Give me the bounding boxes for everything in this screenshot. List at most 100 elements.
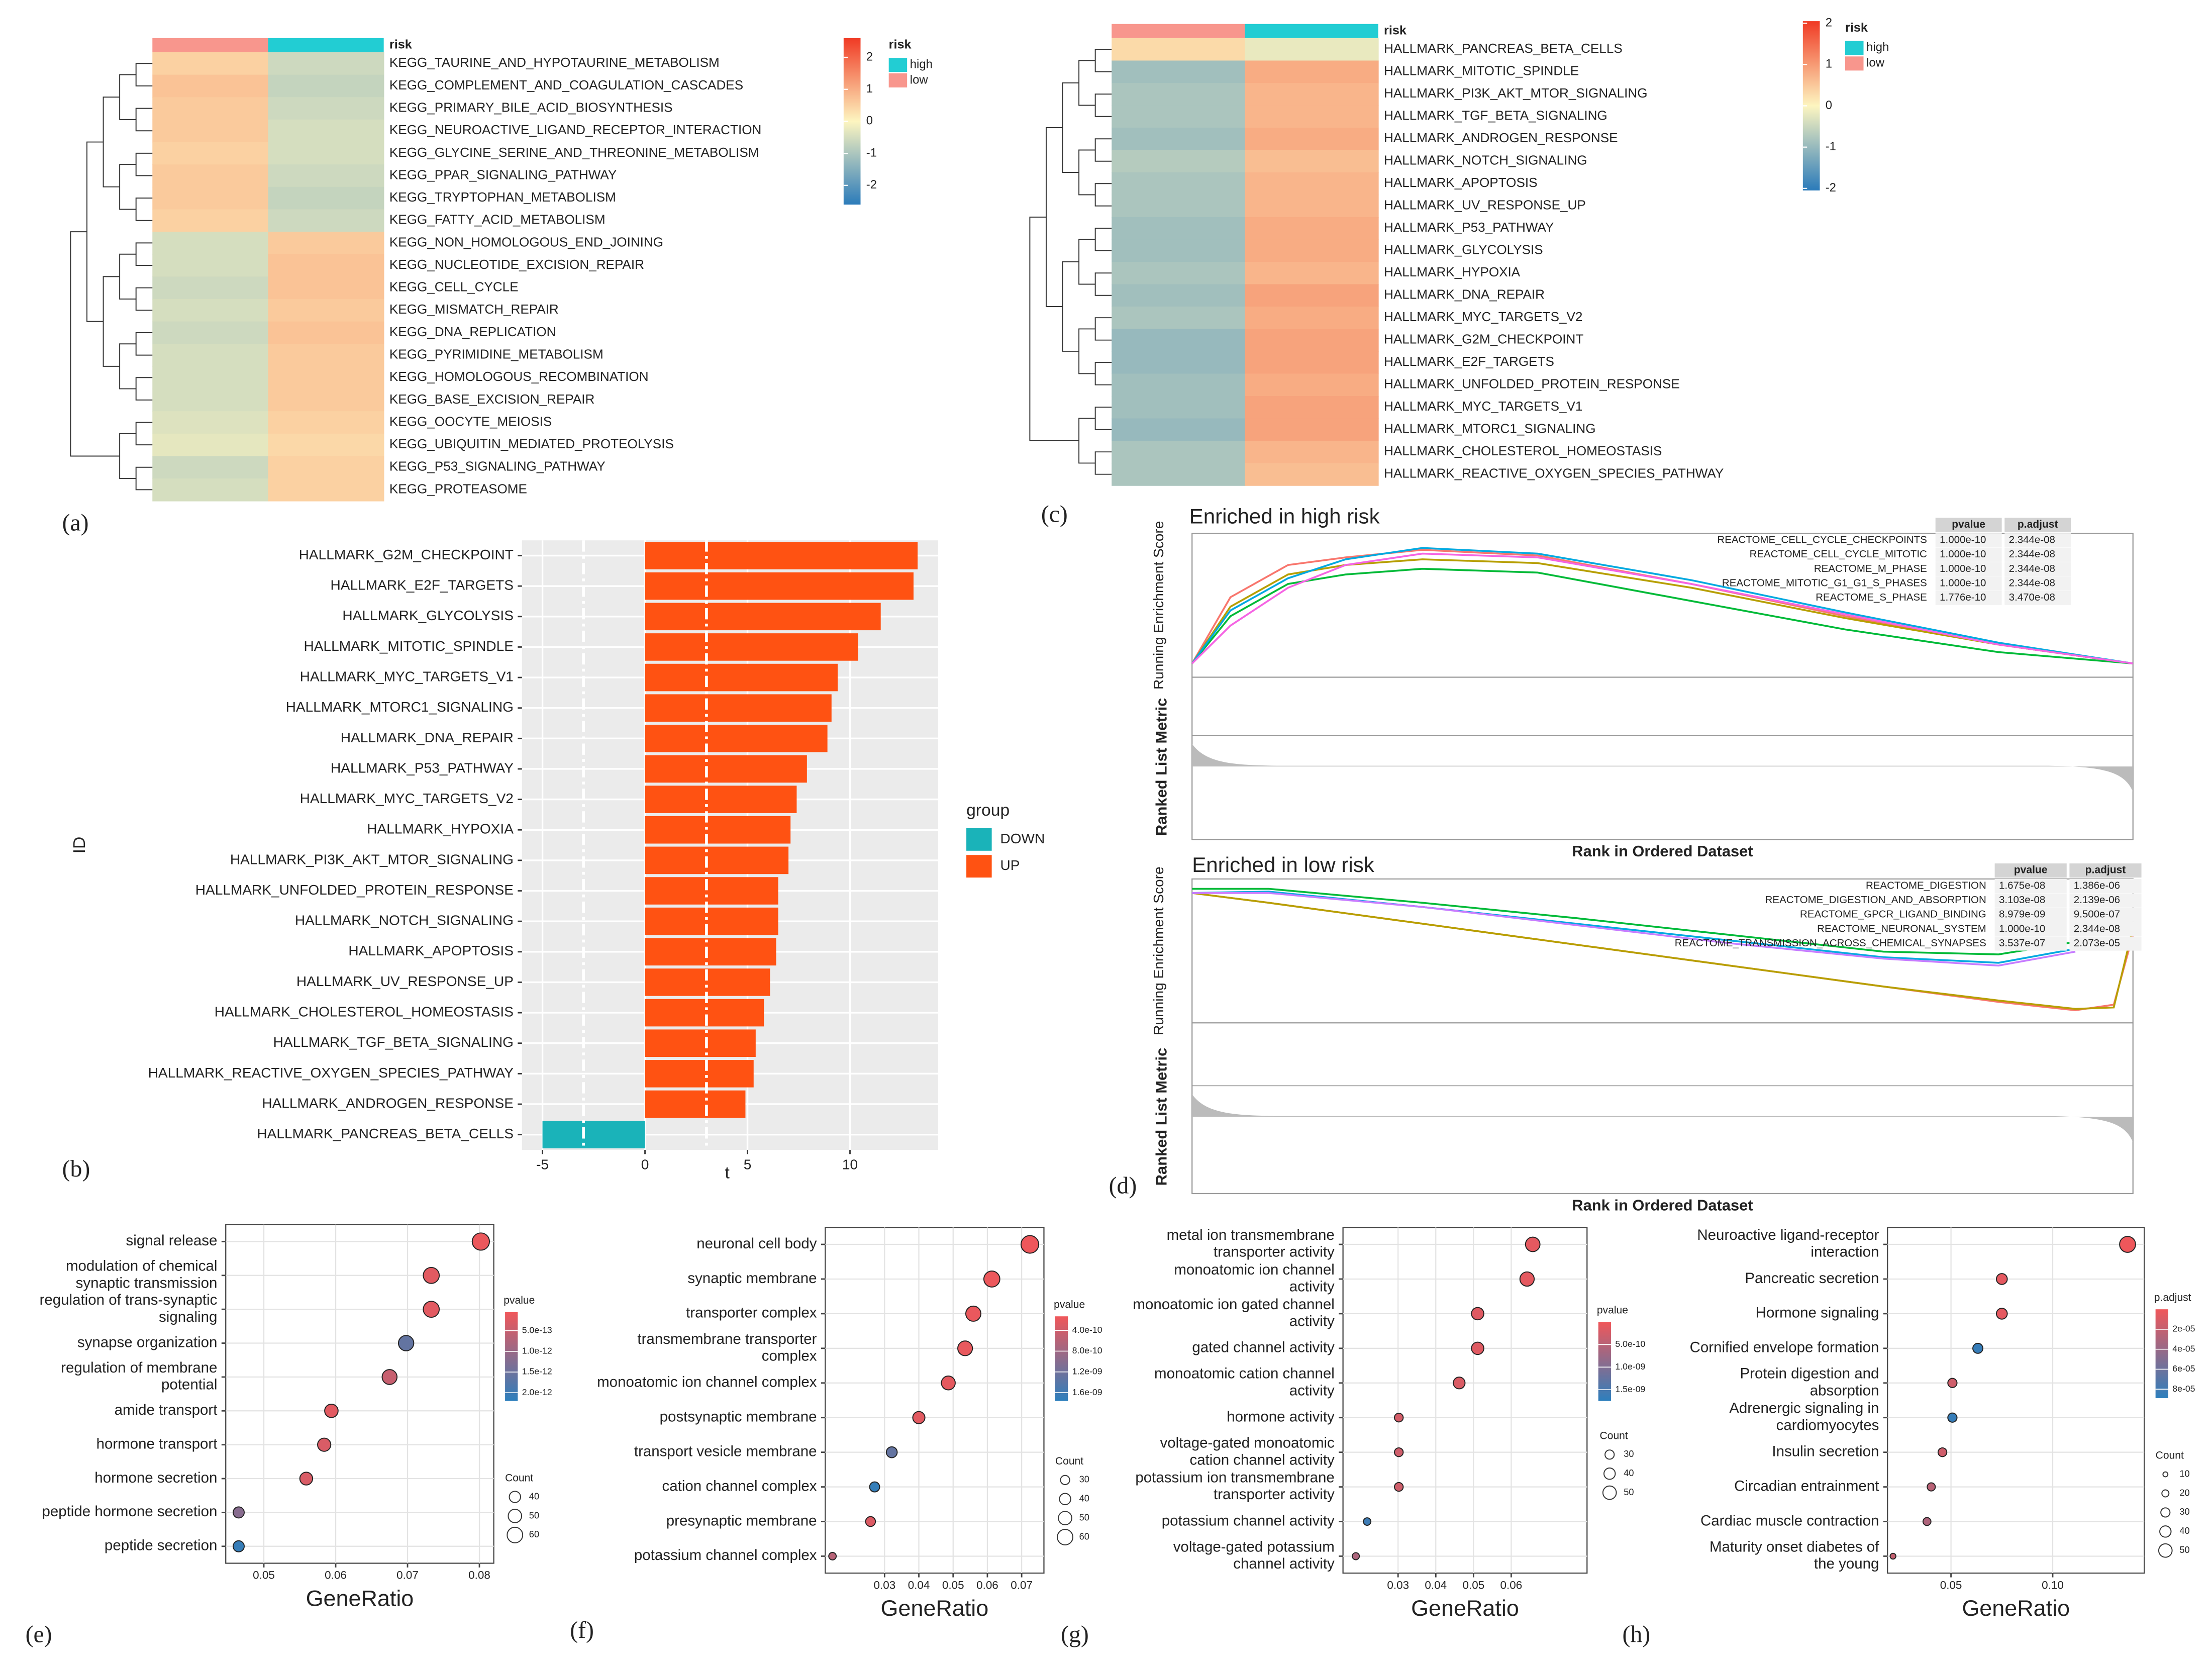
row-label: HALLMARK_MYC_TARGETS_V1 <box>1384 399 1582 414</box>
table-header <box>1935 518 2002 532</box>
table-name: REACTOME_M_PHASE <box>1814 563 1927 574</box>
y-tick-label: cardiomyocytes <box>1776 1417 1879 1433</box>
colorbar-title: pvalue <box>1597 1305 1628 1316</box>
heatmap-cell <box>1112 38 1246 61</box>
dot <box>1525 1236 1541 1252</box>
enrichment-line <box>1191 549 2133 665</box>
y-tick-label: HALLMARK_MITOTIC_SPINDLE <box>304 638 514 654</box>
table-cell <box>2004 562 2071 576</box>
y-tick-label: amide transport <box>115 1402 218 1418</box>
y-tick-label: cation channel complex <box>662 1478 817 1494</box>
x-tick-label: 0.03 <box>1387 1579 1409 1591</box>
table-cell <box>1994 878 2067 894</box>
y-tick-label: HALLMARK_MYC_TARGETS_V1 <box>300 668 514 684</box>
table-header-label: p.adjust <box>2018 519 2058 530</box>
annotation-title: risk <box>389 38 413 52</box>
y-tick-label: regulation of trans-synaptic <box>40 1292 218 1308</box>
y-tick-label: potassium ion transmembrane <box>1135 1470 1334 1486</box>
table-name: REACTOME_DIGESTION_AND_ABSORPTION <box>1765 894 1986 906</box>
dot <box>317 1437 332 1452</box>
heatmap-cell <box>1245 261 1379 285</box>
dendrogram <box>1078 149 1095 195</box>
heatmap-cell <box>268 478 384 502</box>
heatmap-cell <box>152 366 269 389</box>
row-label: KEGG_NUCLEOTIDE_EXCISION_REPAIR <box>389 257 644 272</box>
table-cell <box>1935 591 2002 605</box>
bar <box>645 1090 746 1118</box>
y-axis-title: Running Enrichment Score <box>1151 866 1166 1035</box>
table-value: 2.344e-08 <box>2009 563 2055 574</box>
bar <box>645 786 797 813</box>
heatmap-cell <box>152 299 269 322</box>
heatmap-cell <box>152 276 269 300</box>
enrichment-line <box>1192 888 2076 955</box>
table-header <box>1994 863 2067 878</box>
heatmap-cell <box>268 433 384 457</box>
table-value: 1.000e-10 <box>1999 923 2045 934</box>
x-tick-label: 0.04 <box>908 1579 930 1591</box>
dot <box>1927 1482 1936 1492</box>
colorbar-tick-label: 4.0e-10 <box>1072 1325 1102 1335</box>
size-legend-circle <box>1603 1468 1616 1480</box>
y-tick-label: the young <box>1814 1555 1879 1572</box>
y-tick-label: hormone activity <box>1227 1408 1335 1425</box>
dendrogram <box>1045 127 1063 307</box>
colorbar <box>1055 1316 1068 1401</box>
y-tick-label: HALLMARK_UNFOLDED_PROTEIN_RESPONSE <box>195 882 514 898</box>
dendrogram <box>1078 328 1095 374</box>
y-tick-label: hormone secretion <box>94 1470 217 1486</box>
dot <box>471 1232 490 1251</box>
heatmap-cell <box>1245 440 1379 464</box>
size-legend-title: Count <box>1600 1430 1628 1441</box>
table-cell <box>2069 922 2142 936</box>
heatmap-cell <box>268 254 384 277</box>
x-tick-label: 0.07 <box>396 1569 419 1582</box>
dendrogram <box>135 242 153 266</box>
dot <box>983 1270 1000 1288</box>
dot <box>381 1369 398 1385</box>
table-cell <box>1935 576 2002 591</box>
dendrogram <box>1094 317 1112 341</box>
table-value: 3.537e-07 <box>1999 937 2045 949</box>
y-tick-label: gated channel activity <box>1192 1339 1335 1356</box>
colorbar-tick-label: 1 <box>866 82 873 95</box>
dot <box>1937 1447 1948 1457</box>
bar <box>645 694 832 722</box>
dot <box>324 1403 339 1418</box>
row-label: KEGG_TAURINE_AND_HYPOTAURINE_METABOLISM <box>389 55 720 70</box>
row-label: KEGG_OOCYTE_MEIOSIS <box>389 414 552 429</box>
dot <box>1352 1552 1360 1560</box>
y-tick-label: Maturity onset diabetes of <box>1710 1538 1879 1555</box>
dendrogram <box>119 343 136 389</box>
colorbar-tick-label: 2.0e-12 <box>522 1387 552 1397</box>
dot <box>232 1540 245 1552</box>
bar <box>645 877 778 905</box>
table-value: 2.344e-08 <box>2074 923 2120 934</box>
x-tick-label: -5 <box>536 1156 549 1172</box>
y-tick-label: HALLMARK_APOPTOSIS <box>348 943 514 958</box>
y-tick-label: activity <box>1289 1279 1335 1295</box>
size-legend-label: 50 <box>1079 1512 1089 1522</box>
y-tick-label: HALLMARK_MYC_TARGETS_V2 <box>300 791 514 806</box>
y-tick-label: HALLMARK_CHOLESTEROL_HOMEOSTASIS <box>215 1004 514 1020</box>
x-tick-label: 0.06 <box>1500 1579 1523 1591</box>
dot <box>232 1506 245 1519</box>
colorbar-tick-label: 2 <box>866 50 873 63</box>
x-tick-label: 0.03 <box>874 1579 896 1591</box>
size-legend-circle <box>509 1491 521 1503</box>
heatmap-cell <box>268 344 384 367</box>
y-tick-label: potassium channel activity <box>1162 1512 1335 1529</box>
heatmap-cell <box>152 433 269 457</box>
x-tick-label: 0.05 <box>1940 1579 1962 1591</box>
legend-title: risk <box>1845 21 1868 35</box>
heatmap-cell <box>1112 440 1246 464</box>
colorbar-tick-label: 5.0e-10 <box>1615 1339 1645 1349</box>
colorbar-tick-label: 0 <box>1826 99 1832 112</box>
heatmap-cell <box>1112 261 1246 285</box>
plot-frame <box>225 1224 494 1564</box>
annotation-cell <box>1245 24 1378 38</box>
table-value: 1.776e-10 <box>1940 592 1986 603</box>
size-legend-title: Count <box>2156 1450 2184 1461</box>
legend-label: high <box>1866 41 1889 54</box>
y-tick-label: presynaptic membrane <box>666 1512 817 1529</box>
